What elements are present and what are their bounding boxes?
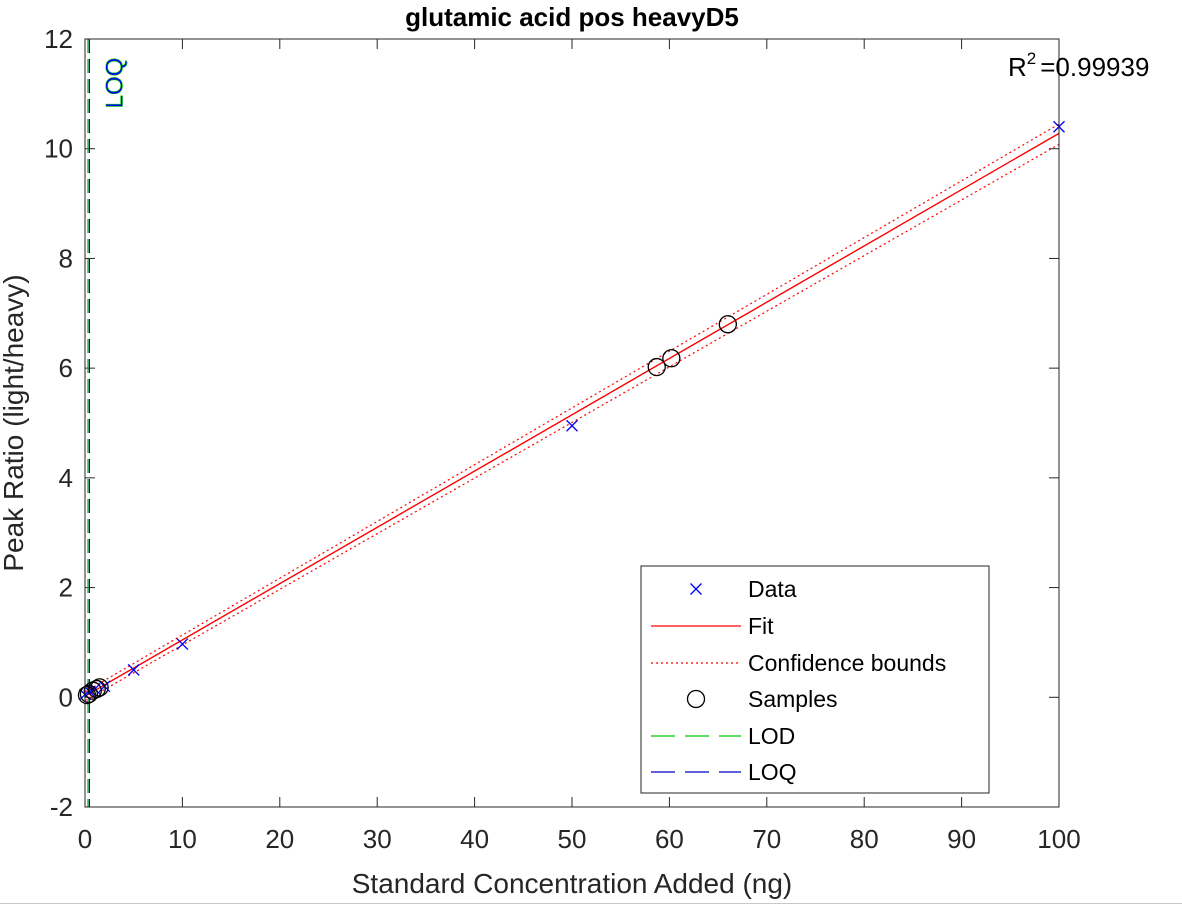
sample-point	[90, 678, 109, 697]
x-tick-label: 10	[168, 824, 197, 854]
data-point	[127, 663, 140, 676]
y-axis: -2 0 2 4 6 8 10 12	[44, 24, 1059, 822]
legend-fit-entry: Fit	[651, 613, 774, 639]
marker-stroke	[176, 638, 189, 651]
legend-samples-marker	[686, 689, 706, 709]
legend-lod-label: LOD	[748, 723, 795, 749]
x-axis: 0 10 20 30 40 50 60 70 80 90 100	[78, 39, 1081, 854]
x-axis-label: Standard Concentration Added (ng)	[352, 868, 793, 899]
legend-fit-label: Fit	[748, 613, 774, 639]
legend-samples-entry: Samples	[686, 686, 837, 712]
window-border	[0, 903, 1182, 904]
x-tick-label: 80	[850, 824, 879, 854]
y-tick-label: 6	[59, 353, 73, 383]
loq-annotation: LOQ	[101, 58, 128, 109]
legend-loq-label: LOQ	[748, 759, 797, 785]
legend-loq-entry: LOQ	[651, 759, 797, 785]
sample-point	[87, 679, 106, 699]
y-tick-label: 10	[44, 134, 73, 164]
y-tick-label: 2	[59, 573, 73, 603]
marker-stroke	[566, 419, 578, 432]
x-tick-label: 0	[78, 824, 92, 854]
confidence-bound-lower	[84, 143, 1060, 702]
y-tick-label: 0	[59, 682, 73, 712]
fit-line	[84, 132, 1060, 697]
legend-data-label: Data	[748, 576, 797, 602]
chart-title: glutamic acid pos heavyD5	[405, 2, 739, 32]
marker-stroke	[127, 663, 140, 676]
y-tick-label: 8	[59, 243, 73, 273]
x-tick-label: 20	[265, 824, 294, 854]
plot-frame	[84, 38, 1060, 808]
y-tick-label: 4	[59, 463, 73, 493]
sample-point	[662, 349, 681, 368]
x-tick-label: 90	[947, 824, 976, 854]
legend-samples-label: Samples	[748, 686, 837, 712]
x-tick-label: 50	[558, 824, 587, 854]
legend: Data Fit Confidence bounds Samples LOD LOQ	[640, 565, 990, 794]
legend-confidence-bounds-entry: Confidence bounds	[651, 650, 946, 676]
x-tick-label: 60	[655, 824, 684, 854]
y-tick-label: -2	[50, 792, 73, 822]
data-point	[566, 419, 578, 432]
x-tick-label: 100	[1037, 824, 1080, 854]
y-tick-label: 12	[44, 24, 73, 54]
sample-point	[718, 315, 737, 334]
x-tick-label: 70	[752, 824, 781, 854]
legend-lod-entry: LOD	[651, 723, 795, 749]
legend-data-entry: Data	[690, 576, 797, 602]
x-tick-label: 30	[363, 824, 392, 854]
data-point	[176, 638, 189, 651]
plot-series	[77, 39, 1065, 807]
marker-stroke	[690, 583, 702, 595]
sample-point	[647, 357, 666, 377]
legend-box	[640, 565, 990, 794]
y-axis-label: Peak Ratio (light/heavy)	[0, 274, 29, 571]
legend-data-marker	[690, 583, 702, 595]
legend-confidence-bounds-label: Confidence bounds	[748, 650, 946, 676]
x-tick-label: 40	[460, 824, 489, 854]
r-squared-annotation: R2 =0.99939	[1008, 49, 1149, 82]
marker-stroke	[88, 683, 101, 696]
